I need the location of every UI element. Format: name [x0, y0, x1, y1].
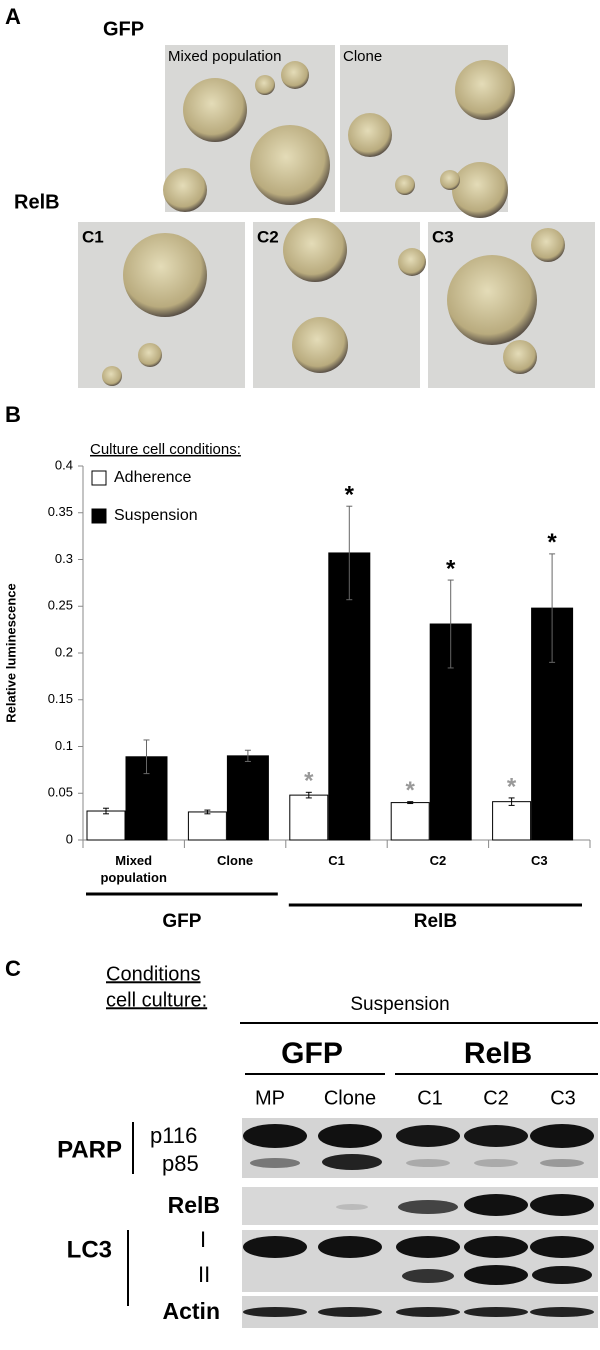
micrograph	[253, 218, 426, 388]
condition-label: Suspension	[350, 994, 449, 1015]
panel-letter: C	[5, 956, 21, 981]
y-tick-label: 0.35	[48, 504, 73, 519]
x-tick-label: C2	[429, 853, 447, 868]
lane-label: C3	[550, 1087, 576, 1109]
lane-label: C1	[417, 1087, 443, 1109]
image-label: Mixed population	[168, 48, 281, 65]
protein-label: PARP	[57, 1136, 122, 1163]
panel-letter: B	[5, 402, 21, 427]
row-label: RelB	[14, 191, 60, 213]
y-tick-label: 0.15	[48, 691, 73, 706]
legend-label: Adherence	[114, 469, 191, 486]
x-tick-label: C1	[328, 853, 345, 868]
lane-label: C2	[483, 1087, 509, 1109]
row-label: GFP	[103, 18, 144, 40]
conditions-label: cell culture:	[106, 989, 207, 1011]
significance-marker: *	[345, 482, 355, 509]
protein-label: LC3	[67, 1236, 112, 1263]
lane-label: MP	[255, 1087, 285, 1109]
band-label: p116	[150, 1123, 197, 1148]
blot-lc3	[242, 1230, 598, 1292]
significance-marker: *	[406, 777, 416, 804]
group-label: GFP	[281, 1037, 343, 1070]
bar	[226, 755, 269, 841]
micrograph	[163, 45, 335, 212]
y-axis-label: Relative luminescence	[3, 583, 18, 722]
y-tick-label: 0.4	[55, 457, 73, 472]
significance-marker: *	[547, 529, 557, 556]
image-label: C3	[432, 227, 454, 246]
group-label: RelB	[464, 1037, 532, 1070]
y-tick-label: 0.2	[55, 644, 73, 659]
blot-relb	[242, 1187, 598, 1225]
blot-actin	[242, 1296, 598, 1328]
significance-marker: *	[446, 555, 456, 582]
x-tick-label: Mixed population	[100, 853, 167, 885]
y-tick-label: 0.3	[55, 551, 73, 566]
legend-swatch	[91, 508, 107, 524]
image-label: Clone	[343, 48, 382, 65]
y-tick-label: 0.05	[48, 785, 73, 800]
bar	[289, 794, 329, 841]
micrograph	[340, 45, 515, 218]
lane-label: Clone	[324, 1087, 376, 1109]
conditions-label: Conditions	[106, 963, 201, 985]
blot-parp	[242, 1118, 598, 1178]
x-tick-label: Clone	[217, 853, 254, 868]
bar	[187, 811, 227, 841]
legend-label: Suspension	[114, 507, 198, 524]
group-label: GFP	[162, 911, 201, 932]
y-tick-label: 0.25	[48, 598, 73, 613]
significance-marker: *	[507, 773, 517, 800]
protein-label: Actin	[163, 1298, 221, 1324]
band-label: II	[198, 1262, 210, 1287]
y-tick-label: 0.1	[55, 738, 73, 753]
band-label: I	[200, 1227, 206, 1252]
micrograph	[78, 222, 245, 388]
legend-title: Culture cell conditions:	[90, 441, 241, 458]
x-tick-label: C3	[530, 853, 548, 868]
group-label: RelB	[414, 911, 457, 932]
panel-letter: A	[5, 4, 21, 29]
protein-label: RelB	[168, 1192, 220, 1218]
y-tick-label: 0	[66, 831, 73, 846]
bar	[390, 802, 430, 841]
legend-swatch	[91, 470, 107, 486]
band-label: p85	[162, 1151, 199, 1176]
bar	[492, 801, 532, 841]
significance-marker: *	[304, 768, 314, 795]
image-label: C1	[82, 227, 104, 246]
image-label: C2	[257, 227, 279, 246]
bar	[328, 552, 371, 841]
micrograph	[428, 222, 595, 388]
bar	[86, 810, 126, 841]
